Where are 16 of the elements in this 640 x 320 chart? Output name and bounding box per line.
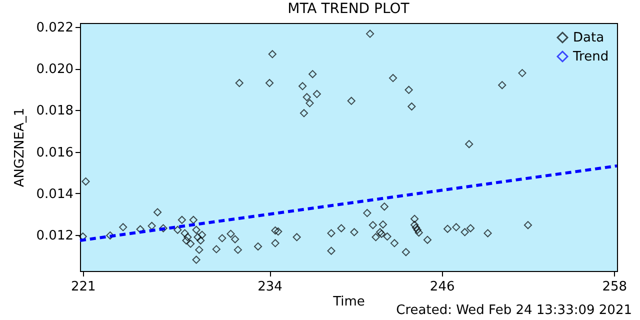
y-axis-title: ANGZNEA_1 — [12, 108, 28, 188]
legend-label: Trend — [572, 50, 609, 64]
text: Created: Wed Feb 24 13:33:09 2021 — [396, 303, 632, 318]
y-tick-label: 0.018 — [36, 104, 74, 119]
y-tick-label: 0.022 — [36, 20, 74, 36]
chart-title: MTA TREND PLOT — [288, 1, 410, 18]
x-tick-label: 246 — [430, 280, 455, 294]
y-tick-label: 0.016 — [36, 145, 74, 160]
x-tick-label: 258 — [602, 280, 628, 294]
legend-label: Data — [573, 30, 604, 46]
x-tick-label: 221 — [70, 280, 96, 294]
y-tick-label: 0.014 — [36, 186, 74, 202]
y-tick-label: 0.020 — [36, 62, 74, 78]
y-tick-label: 0.012 — [36, 228, 74, 244]
x-axis-title: Time — [332, 294, 365, 310]
x-tick-label: 234 — [258, 280, 282, 294]
